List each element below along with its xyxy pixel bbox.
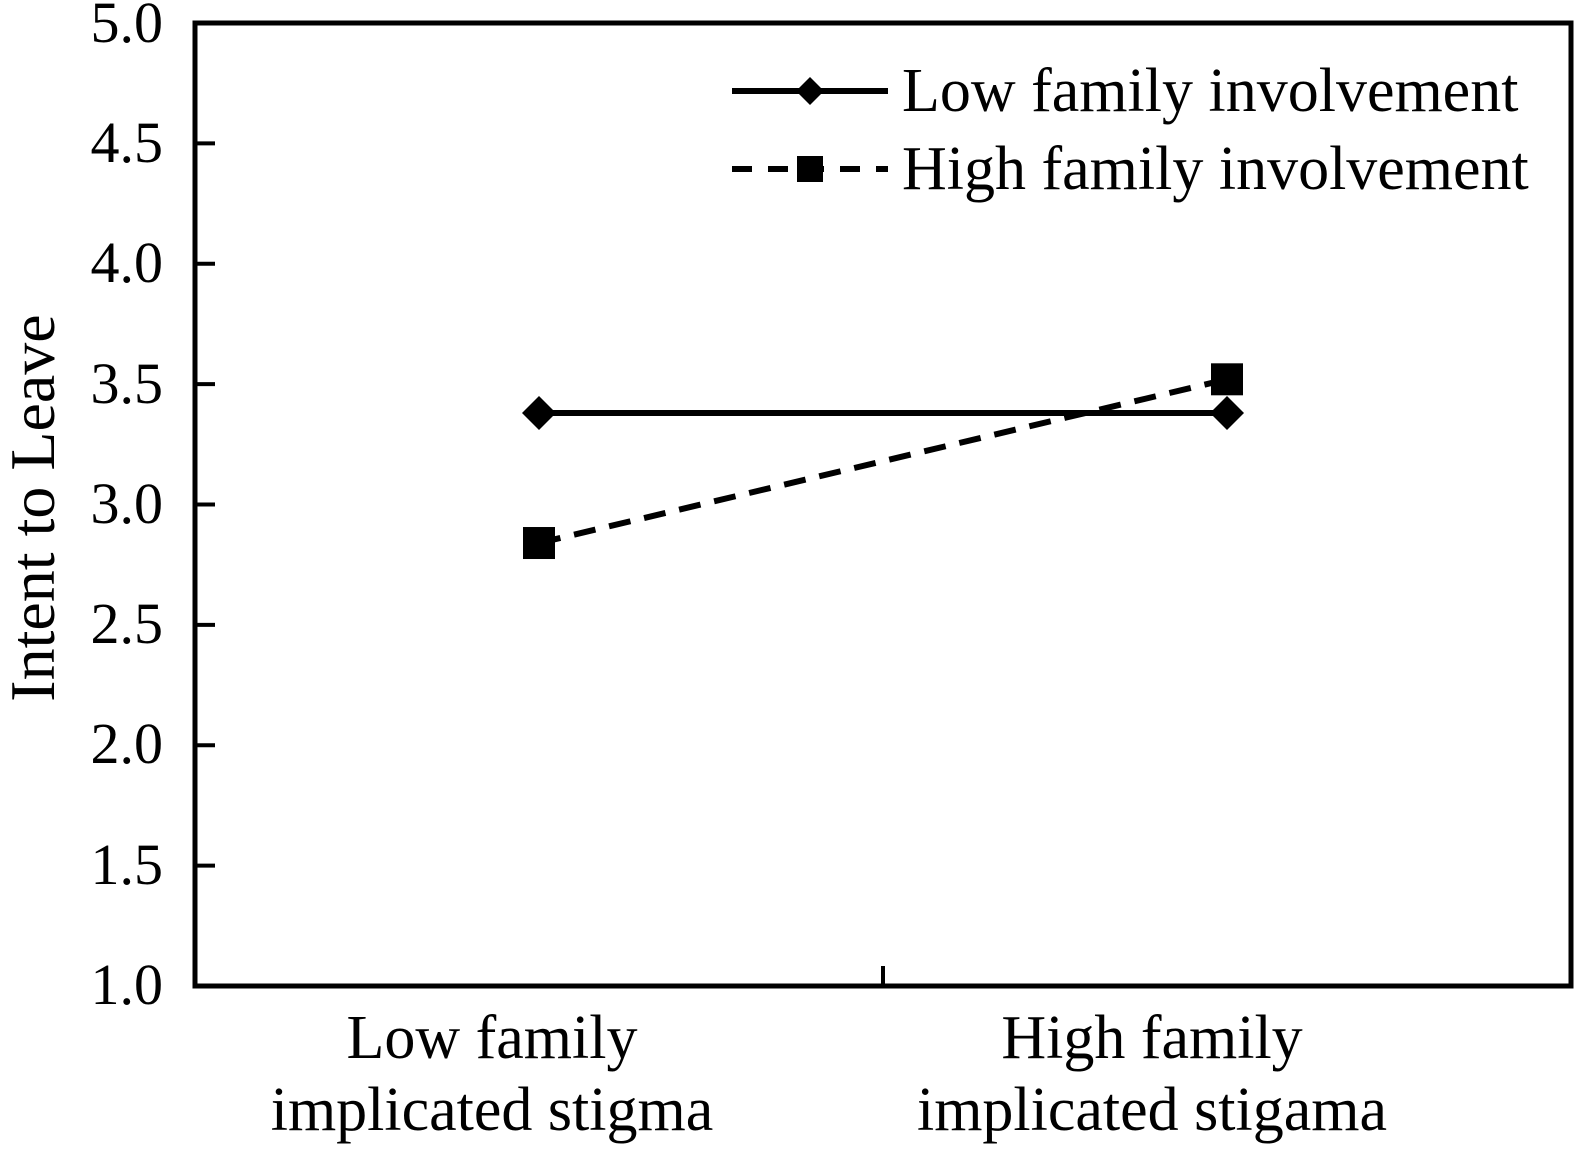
legend-label: Low family involvement bbox=[902, 57, 1519, 125]
y-tick-label: 3.5 bbox=[90, 351, 164, 416]
y-tick-label: 1.0 bbox=[90, 952, 164, 1017]
x-tick-label-line: Low family bbox=[346, 1004, 638, 1072]
data-point-diamond-marker bbox=[1210, 396, 1244, 431]
y-tick-label: 4.5 bbox=[90, 110, 164, 175]
x-tick-label-line: implicated stigma bbox=[270, 1076, 714, 1144]
y-tick-label: 2.0 bbox=[90, 711, 164, 776]
y-tick-label: 3.0 bbox=[90, 471, 164, 536]
y-tick-label: 1.5 bbox=[90, 832, 164, 897]
legend-swatch-dashed-line bbox=[732, 156, 888, 182]
x-tick-label-high-stigma: High family implicated stigama bbox=[892, 1002, 1412, 1146]
series-line-high-family-involvement bbox=[538, 376, 1228, 546]
data-point-square-marker bbox=[1211, 363, 1243, 396]
y-tick-label: 5.0 bbox=[90, 0, 164, 55]
x-tick-label-line: implicated stigama bbox=[916, 1076, 1388, 1144]
legend-swatch-solid-line bbox=[732, 77, 888, 105]
data-point-square-marker bbox=[523, 527, 555, 560]
x-tick-label-low-stigma: Low family implicated stigma bbox=[232, 1002, 752, 1146]
y-tick-label: 4.0 bbox=[90, 230, 164, 295]
y-tick-label: 2.5 bbox=[90, 591, 164, 656]
legend: Low family involvement High family invol… bbox=[730, 52, 1529, 208]
legend-item-high-involvement: High family involvement bbox=[730, 130, 1529, 208]
legend-diamond-icon bbox=[796, 77, 824, 105]
x-tick-label-line: High family bbox=[1001, 1004, 1303, 1072]
legend-label: High family involvement bbox=[902, 135, 1529, 203]
legend-item-low-involvement: Low family involvement bbox=[730, 52, 1529, 130]
legend-square-icon bbox=[797, 156, 823, 182]
data-point-diamond-marker bbox=[522, 396, 556, 431]
